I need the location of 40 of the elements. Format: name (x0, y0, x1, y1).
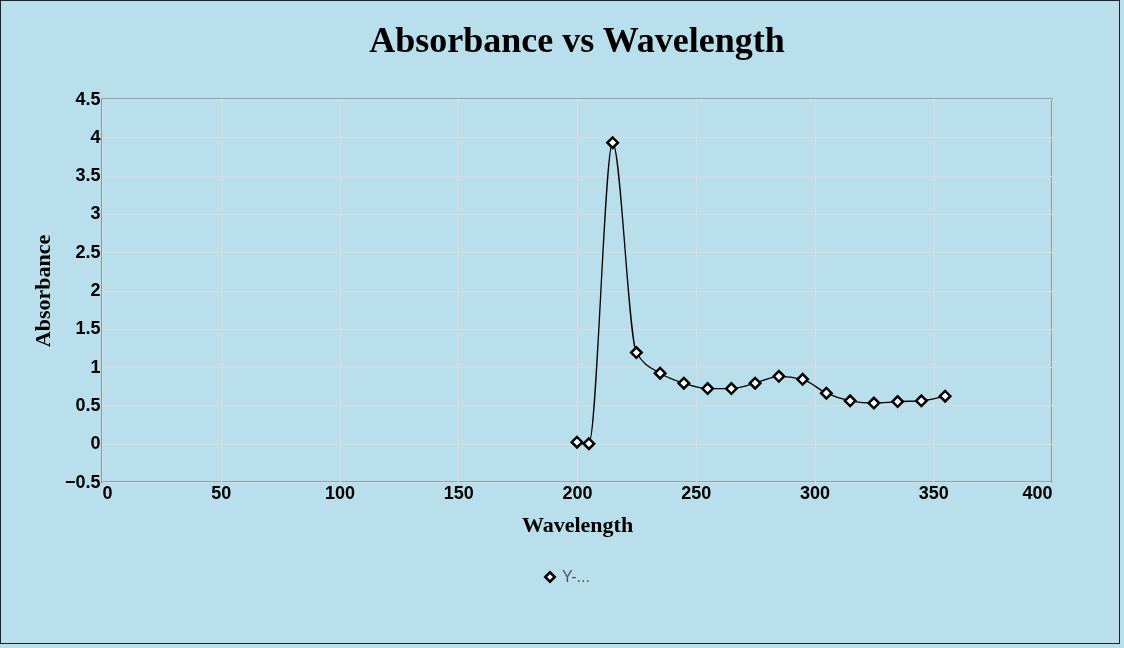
y-tick-label: 4 (90, 126, 101, 147)
x-tick-label: 100 (324, 482, 356, 503)
point (748, 376, 762, 390)
y-tick-label: 0 (90, 433, 101, 454)
y-tick-label: 4.5 (75, 88, 101, 109)
point (653, 366, 667, 380)
point (891, 395, 905, 409)
y-tick-label: 1.5 (75, 318, 101, 339)
point (582, 437, 596, 451)
legend-label: Y-... (562, 568, 590, 585)
y-tick-label: −0.5 (64, 471, 101, 492)
point (701, 382, 715, 396)
y-tick-label: 2.5 (75, 241, 101, 262)
x-tick-label: 300 (799, 482, 831, 503)
x-tick-label: 400 (1022, 482, 1053, 503)
y-tick-label: 3.5 (75, 165, 101, 186)
point (772, 369, 786, 383)
y-tick-label: 1 (90, 356, 101, 377)
chart-title: Absorbance vs Wavelength (369, 20, 785, 60)
y-tick-label: 2 (90, 280, 101, 300)
point (843, 394, 857, 408)
x-tick-label: 200 (562, 482, 593, 503)
x-tick-label: 150 (443, 482, 474, 503)
y-tick-label: 3 (90, 203, 101, 224)
x-tick-label: 350 (918, 482, 949, 503)
point (796, 372, 810, 386)
point (606, 136, 620, 150)
point (677, 376, 691, 390)
point (867, 396, 881, 410)
y-tick-label: 0.5 (75, 394, 101, 415)
y-axis-title: Absorbance (29, 234, 55, 348)
point (724, 382, 738, 396)
point (819, 386, 833, 400)
x-tick-label: 250 (681, 482, 712, 503)
x-tick-label: 50 (211, 482, 232, 503)
point (938, 389, 952, 403)
point (629, 346, 643, 360)
point (570, 435, 584, 449)
point (914, 394, 928, 408)
x-axis-title: Wavelength (521, 511, 634, 537)
